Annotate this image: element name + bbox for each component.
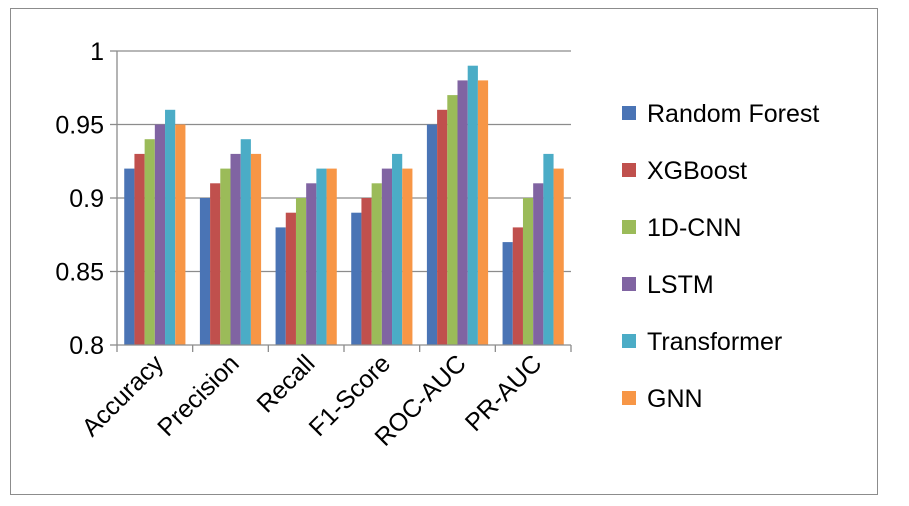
bar-gnn-f1-score [402, 168, 413, 345]
legend-swatch [622, 334, 636, 348]
bar-lstm-roc-auc [457, 80, 468, 346]
bars [124, 65, 564, 346]
bar-xgboost-f1-score [361, 198, 372, 345]
y-tick-labels: 0.8 0.85 0.9 0.95 1 [55, 38, 104, 360]
gridlines [117, 50, 571, 273]
bar-gnn-precision [250, 153, 262, 345]
x-category-label: PR-AUC [460, 349, 548, 437]
bar-transformer-pr-auc [543, 153, 554, 345]
legend-swatch [622, 391, 636, 405]
x-category-label: Accuracy [77, 349, 170, 442]
bar-lstm-precision [230, 153, 241, 345]
x-category-label: Recall [251, 349, 320, 418]
bar-lstm-recall [306, 183, 317, 345]
bar-lstm-accuracy [154, 124, 166, 345]
bar-transformer-recall [316, 168, 327, 345]
bar-gnn-accuracy [175, 124, 186, 345]
legend-swatch [622, 163, 636, 177]
bar-random-forest-recall [275, 227, 286, 345]
legend-label: Random Forest [647, 100, 819, 128]
bar-lstm-f1-score [381, 168, 393, 345]
bar-xgboost-accuracy [134, 153, 145, 345]
bar-gnn-pr-auc [553, 168, 564, 345]
y-tick-label: 0.8 [69, 332, 104, 360]
bar-transformer-f1-score [392, 153, 403, 345]
legend-label: Transformer [647, 328, 782, 356]
legend-label: GNN [647, 385, 703, 413]
bar-random-forest-pr-auc [502, 242, 513, 345]
legend-label: 1D-CNN [647, 214, 741, 242]
bar-1d-cnn-precision [220, 168, 231, 345]
bar-gnn-recall [326, 168, 337, 345]
bar-1d-cnn-f1-score [371, 183, 382, 345]
bar-1d-cnn-recall [295, 198, 307, 345]
legend-swatch [622, 220, 636, 234]
bar-random-forest-accuracy [124, 168, 135, 345]
y-tick-label: 0.95 [55, 112, 104, 140]
bar-transformer-accuracy [165, 109, 176, 345]
bar-1d-cnn-pr-auc [522, 198, 534, 345]
legend: Random Forest XGBoost 1D-CNN LSTM Transforme… [622, 100, 819, 413]
axes [110, 50, 572, 352]
x-category-label: Precision [152, 349, 245, 442]
bar-xgboost-roc-auc [437, 109, 448, 345]
legend-swatch [622, 106, 636, 120]
bar-xgboost-precision [210, 183, 221, 345]
bar-xgboost-recall [285, 212, 296, 345]
y-tick-label: 0.9 [69, 185, 104, 213]
bar-random-forest-precision [199, 198, 211, 345]
bar-transformer-roc-auc [467, 65, 478, 345]
bar-1d-cnn-roc-auc [447, 95, 458, 345]
legend-label: XGBoost [647, 157, 747, 185]
bar-gnn-roc-auc [477, 80, 489, 346]
legend-swatch [622, 277, 636, 291]
bar-lstm-pr-auc [533, 183, 544, 345]
y-tick-label: 0.85 [55, 259, 104, 287]
bar-transformer-precision [240, 139, 251, 345]
y-tick-label: 1 [90, 38, 104, 66]
bar-1d-cnn-accuracy [144, 139, 155, 345]
legend-label: LSTM [647, 271, 714, 299]
bar-random-forest-f1-score [351, 212, 362, 345]
bar-random-forest-roc-auc [426, 124, 438, 345]
bar-xgboost-pr-auc [512, 227, 523, 345]
